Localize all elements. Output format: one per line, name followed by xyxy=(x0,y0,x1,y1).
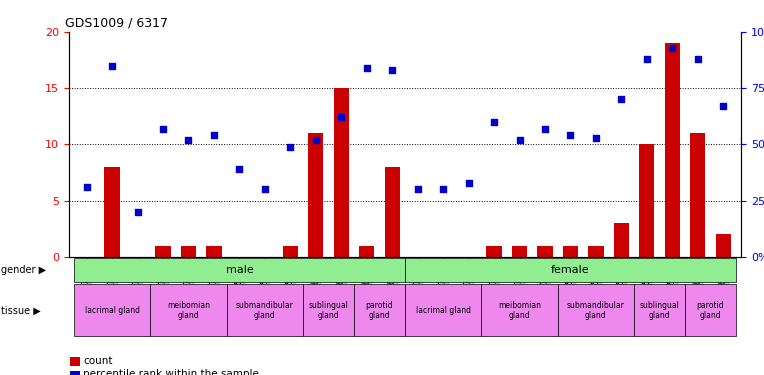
Text: female: female xyxy=(551,265,590,275)
Text: lacrimal gland: lacrimal gland xyxy=(85,306,140,315)
Point xyxy=(691,56,704,62)
Bar xyxy=(74,258,405,282)
Bar xyxy=(405,258,736,282)
Text: meibomian
gland: meibomian gland xyxy=(498,301,541,320)
Point xyxy=(615,96,627,102)
Bar xyxy=(206,246,222,257)
Point xyxy=(335,114,348,120)
Point xyxy=(386,67,398,73)
Text: sublingual
gland: sublingual gland xyxy=(309,301,348,320)
Bar xyxy=(665,43,680,257)
Point xyxy=(284,144,296,150)
Point xyxy=(80,184,92,190)
Bar xyxy=(685,284,736,336)
Bar xyxy=(639,144,655,257)
Bar xyxy=(481,284,558,336)
Bar xyxy=(151,284,227,336)
Text: tissue ▶: tissue ▶ xyxy=(1,305,40,315)
Bar xyxy=(384,167,400,257)
Text: male: male xyxy=(225,265,253,275)
Bar xyxy=(74,284,151,336)
Text: parotid
gland: parotid gland xyxy=(697,301,724,320)
Point xyxy=(565,132,577,138)
Bar xyxy=(558,284,634,336)
Bar xyxy=(308,133,323,257)
Bar xyxy=(354,284,405,336)
Point xyxy=(666,45,678,51)
Bar xyxy=(537,246,552,257)
Bar xyxy=(105,167,120,257)
Bar xyxy=(227,284,303,336)
Text: submandibular
gland: submandibular gland xyxy=(236,301,294,320)
Point xyxy=(717,103,730,109)
Bar xyxy=(512,246,527,257)
Bar xyxy=(283,246,298,257)
Bar xyxy=(563,246,578,257)
Bar xyxy=(359,246,374,257)
Text: lacrimal gland: lacrimal gland xyxy=(416,306,471,315)
Point xyxy=(233,166,245,172)
Bar xyxy=(155,246,170,257)
Bar xyxy=(181,246,196,257)
Text: meibomian
gland: meibomian gland xyxy=(167,301,210,320)
Bar xyxy=(334,88,349,257)
Point xyxy=(157,126,169,132)
Point xyxy=(488,119,500,125)
Bar xyxy=(588,246,604,257)
Point xyxy=(208,132,220,138)
Text: sublingual
gland: sublingual gland xyxy=(639,301,679,320)
Point xyxy=(590,135,602,141)
Text: count: count xyxy=(83,357,113,366)
Text: GDS1009 / 6317: GDS1009 / 6317 xyxy=(66,16,168,29)
Text: parotid
gland: parotid gland xyxy=(366,301,393,320)
Bar xyxy=(634,284,685,336)
Bar xyxy=(690,133,705,257)
Point xyxy=(361,65,373,71)
Point xyxy=(437,186,449,192)
Point xyxy=(462,180,474,186)
Point xyxy=(412,186,424,192)
Point xyxy=(106,63,118,69)
Bar xyxy=(405,284,481,336)
Point xyxy=(539,126,551,132)
Text: percentile rank within the sample: percentile rank within the sample xyxy=(83,369,259,375)
Point xyxy=(131,209,144,215)
Bar xyxy=(716,234,731,257)
Bar xyxy=(487,246,502,257)
Bar xyxy=(303,284,354,336)
Point xyxy=(183,137,195,143)
Bar xyxy=(613,223,629,257)
Text: submandibular
gland: submandibular gland xyxy=(567,301,625,320)
Point xyxy=(259,186,271,192)
Text: gender ▶: gender ▶ xyxy=(1,265,46,275)
Point xyxy=(641,56,653,62)
Point xyxy=(513,137,526,143)
Point xyxy=(309,137,322,143)
